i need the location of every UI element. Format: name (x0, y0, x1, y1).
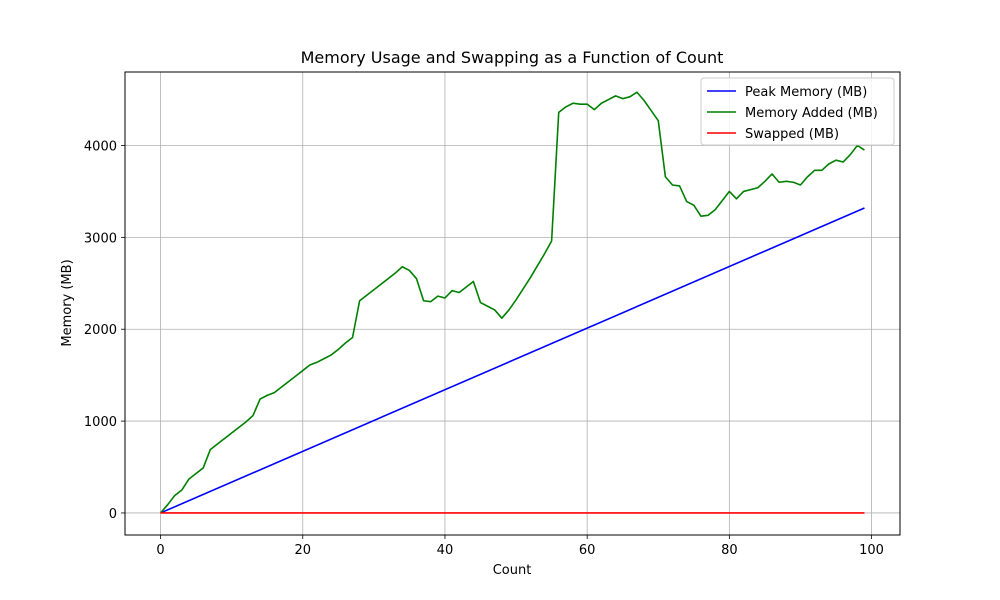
series-line-0 (160, 207, 865, 514)
y-tick-label: 0 (109, 507, 117, 522)
legend-box (700, 77, 895, 146)
legend-label-0: Peak Memory (MB) (745, 85, 867, 100)
legend-label-1: Memory Added (MB) (745, 106, 878, 121)
x-tick-label: 80 (721, 543, 738, 558)
series-layer (159, 91, 865, 514)
x-axis-label: Count (493, 563, 532, 578)
chart-title: Memory Usage and Swapping as a Function … (301, 48, 724, 67)
y-tick-label: 4000 (84, 139, 117, 154)
x-tick-label: 100 (859, 543, 884, 558)
x-tick-label: 0 (156, 543, 164, 558)
legend-label-2: Swapped (MB) (745, 127, 839, 142)
y-axis-label: Memory (MB) (60, 259, 75, 346)
y-tick-label: 3000 (84, 231, 117, 246)
x-tick-label: 60 (579, 543, 596, 558)
x-tick-label: 20 (294, 543, 311, 558)
y-tick-label: 1000 (84, 415, 117, 430)
plot-frame (124, 71, 901, 536)
x-tick-label: 40 (437, 543, 454, 558)
y-tick-label: 2000 (84, 323, 117, 338)
legend: Peak Memory (MB) Memory Added (MB) Swapped… (700, 77, 895, 146)
series-line-1 (159, 91, 865, 514)
